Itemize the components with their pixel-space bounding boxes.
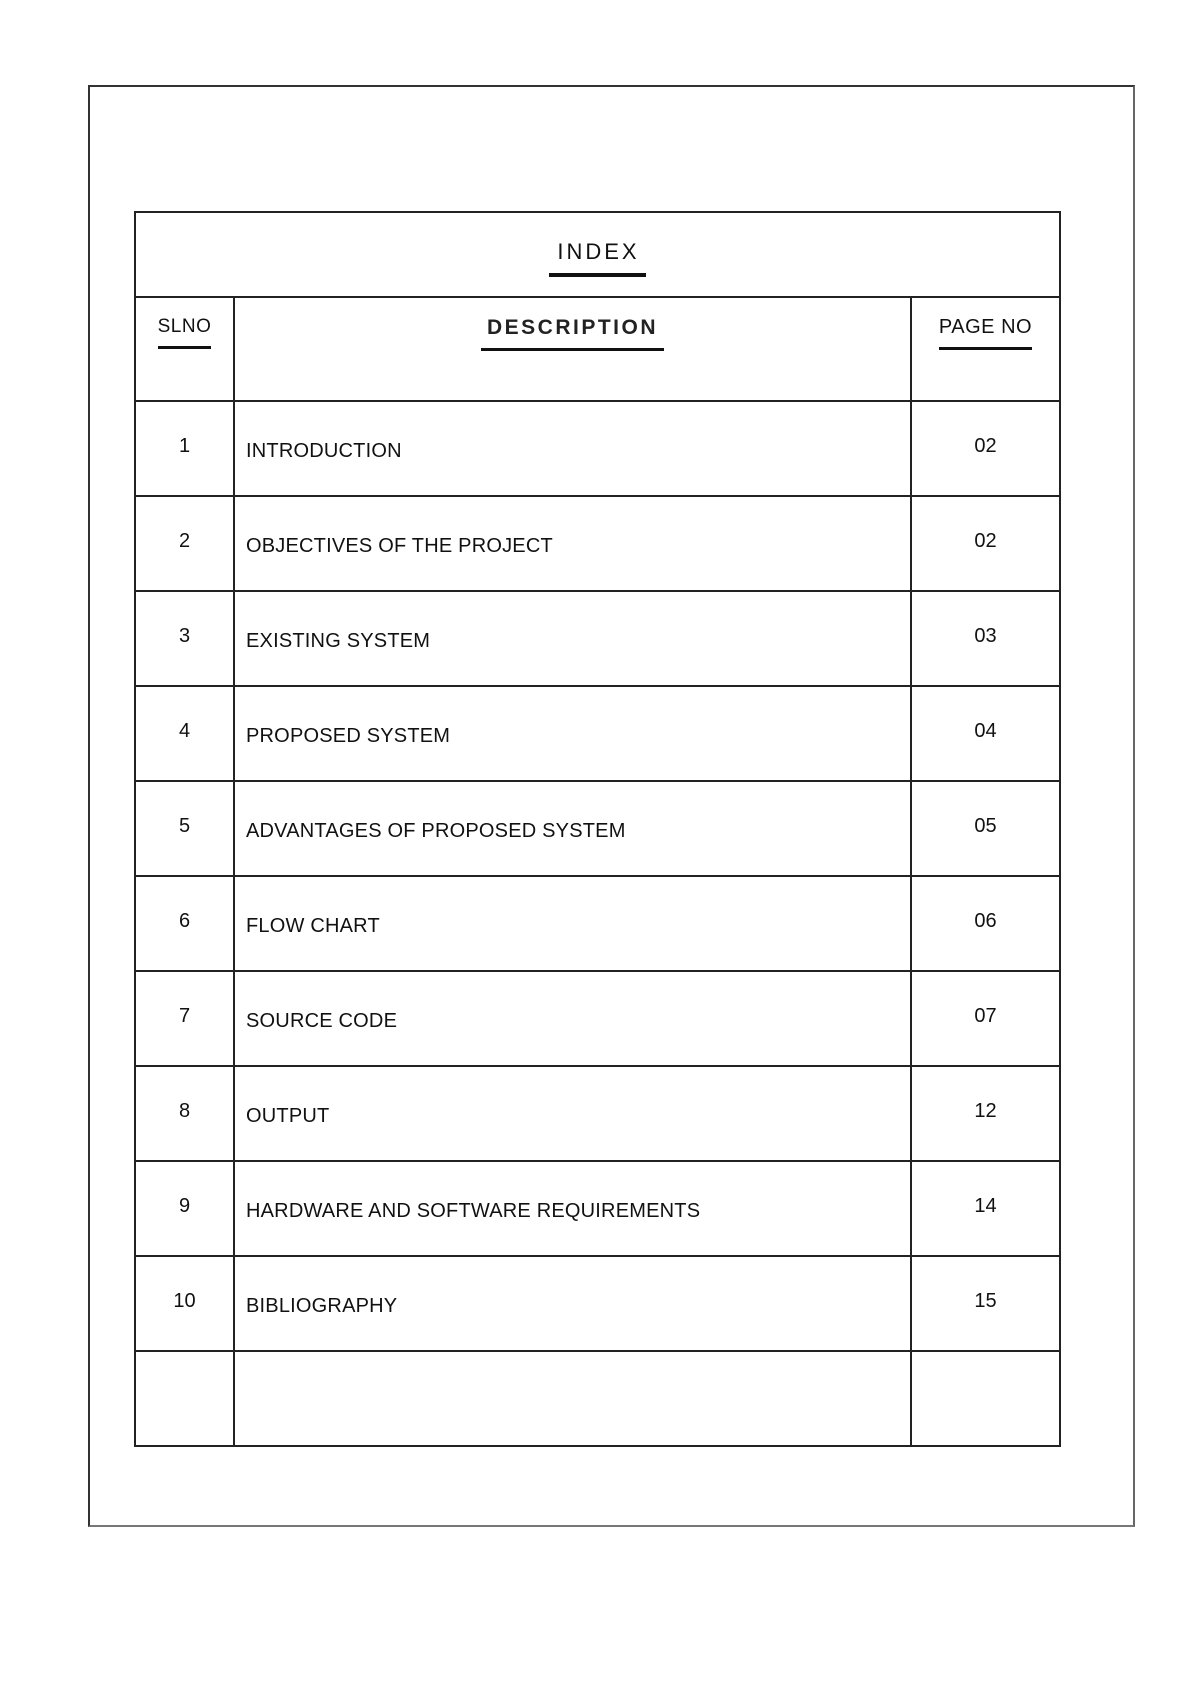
row-description: BIBLIOGRAPHY xyxy=(233,1255,912,1352)
row-slno: 2 xyxy=(134,495,235,592)
row-page-no: 15 xyxy=(910,1255,1061,1352)
row-slno: 9 xyxy=(134,1160,235,1257)
row-slno: 5 xyxy=(134,780,235,877)
row-description: OBJECTIVES OF THE PROJECT xyxy=(233,495,912,592)
table-row: 6 FLOW CHART 06 xyxy=(134,875,1061,972)
row-page-no xyxy=(910,1350,1061,1447)
table-row: 7 SOURCE CODE 07 xyxy=(134,970,1061,1067)
table-row: 4 PROPOSED SYSTEM 04 xyxy=(134,685,1061,782)
row-description: EXISTING SYSTEM xyxy=(233,590,912,687)
header-description: DESCRIPTION xyxy=(480,316,664,351)
row-page-no: 07 xyxy=(910,970,1061,1067)
row-slno xyxy=(134,1350,235,1447)
row-description: FLOW CHART xyxy=(233,875,912,972)
table-row: 9 HARDWARE AND SOFTWARE REQUIREMENTS 14 xyxy=(134,1160,1061,1257)
row-page-no: 02 xyxy=(910,400,1061,497)
row-slno: 10 xyxy=(134,1255,235,1352)
index-title: INDEX xyxy=(549,239,646,277)
row-page-no: 02 xyxy=(910,495,1061,592)
table-row: 3 EXISTING SYSTEM 03 xyxy=(134,590,1061,687)
row-slno: 3 xyxy=(134,590,235,687)
table-row: 1 INTRODUCTION 02 xyxy=(134,400,1061,497)
table-row: 10 BIBLIOGRAPHY 15 xyxy=(134,1255,1061,1352)
table-row: 2 OBJECTIVES OF THE PROJECT 02 xyxy=(134,495,1061,592)
row-description: INTRODUCTION xyxy=(233,400,912,497)
table-row: 5 ADVANTAGES OF PROPOSED SYSTEM 05 xyxy=(134,780,1061,877)
row-page-no: 04 xyxy=(910,685,1061,782)
table-row: 8 OUTPUT 12 xyxy=(134,1065,1061,1162)
row-page-no: 12 xyxy=(910,1065,1061,1162)
index-title-row: INDEX xyxy=(134,211,1061,298)
row-description: SOURCE CODE xyxy=(233,970,912,1067)
header-page-no: PAGE NO xyxy=(938,316,1033,350)
header-slno: SLNO xyxy=(157,316,212,349)
row-description: HARDWARE AND SOFTWARE REQUIREMENTS xyxy=(233,1160,912,1257)
row-page-no: 05 xyxy=(910,780,1061,877)
page-border xyxy=(88,85,1135,1527)
row-description: OUTPUT xyxy=(233,1065,912,1162)
row-page-no: 14 xyxy=(910,1160,1061,1257)
row-description xyxy=(233,1350,912,1447)
row-description: ADVANTAGES OF PROPOSED SYSTEM xyxy=(233,780,912,877)
table-header-row: SLNO DESCRIPTION PAGE NO xyxy=(134,296,1061,402)
row-description: PROPOSED SYSTEM xyxy=(233,685,912,782)
row-page-no: 03 xyxy=(910,590,1061,687)
row-slno: 8 xyxy=(134,1065,235,1162)
table-row xyxy=(134,1350,1061,1447)
row-slno: 6 xyxy=(134,875,235,972)
index-table: INDEX SLNO DESCRIPTION PAGE NO 1 INTRODUC… xyxy=(134,211,1061,1447)
row-page-no: 06 xyxy=(910,875,1061,972)
row-slno: 1 xyxy=(134,400,235,497)
row-slno: 7 xyxy=(134,970,235,1067)
row-slno: 4 xyxy=(134,685,235,782)
